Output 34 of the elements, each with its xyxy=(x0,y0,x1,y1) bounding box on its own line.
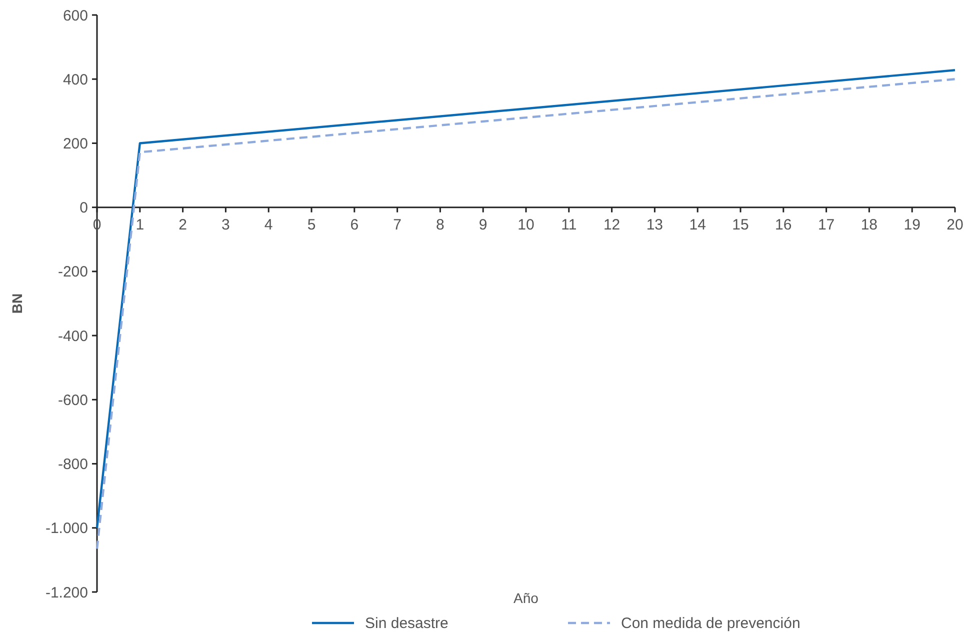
x-tick-label: 9 xyxy=(478,216,488,234)
x-tick-label: 1 xyxy=(136,216,144,234)
x-tick-label: 15 xyxy=(732,216,749,234)
y-axis-title: BN xyxy=(9,293,25,314)
x-tick-label: 7 xyxy=(393,216,402,234)
x-tick-label: 8 xyxy=(436,216,444,234)
y-tick-label: 0 xyxy=(80,200,88,217)
y-tick-label: -1.000 xyxy=(45,520,88,538)
x-tick-label: 19 xyxy=(904,216,920,234)
y-tick-label: 400 xyxy=(62,71,88,88)
x-tick-label: 14 xyxy=(689,216,706,234)
x-tick-label: 16 xyxy=(775,216,792,234)
x-tick-label: 6 xyxy=(350,216,359,234)
y-tick-label: -400 xyxy=(58,328,88,345)
x-tick-label: 2 xyxy=(178,216,187,234)
y-tick-label: 600 xyxy=(62,7,88,24)
x-tick-label: 3 xyxy=(222,216,230,234)
x-tick-label: 4 xyxy=(264,216,273,234)
x-axis-title: Año xyxy=(514,590,539,606)
x-tick-label: 20 xyxy=(946,216,964,234)
x-tick-label: 11 xyxy=(561,216,577,234)
y-tick-label: -800 xyxy=(58,456,88,474)
legend-label: Con medida de prevención xyxy=(621,615,800,632)
x-tick-label: 13 xyxy=(646,216,664,234)
y-tick-label: -600 xyxy=(58,392,88,409)
x-tick-label: 18 xyxy=(860,216,878,234)
y-tick-label: -1.200 xyxy=(45,584,88,602)
x-tick-label: 5 xyxy=(307,216,316,234)
y-tick-label: -200 xyxy=(58,264,88,281)
legend-label: Sin desastre xyxy=(365,615,448,632)
x-tick-label: 17 xyxy=(818,216,835,234)
y-tick-label: 200 xyxy=(62,135,88,152)
x-tick-label: 10 xyxy=(518,216,534,234)
x-tick-label: 12 xyxy=(603,216,620,234)
